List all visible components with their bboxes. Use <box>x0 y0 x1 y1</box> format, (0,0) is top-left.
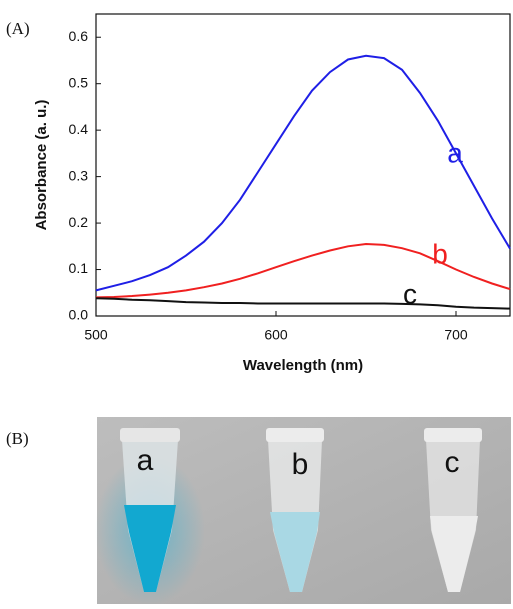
photo: a b c <box>95 417 511 605</box>
series-label: b <box>432 238 448 269</box>
tube-label: b <box>292 448 309 481</box>
cap <box>266 428 324 442</box>
series-label: c <box>403 278 417 309</box>
panel-label: (A) <box>6 19 30 38</box>
tube-label: a <box>137 444 154 477</box>
series-line <box>95 54 511 292</box>
y-tick-label: 0.4 <box>69 121 89 137</box>
y-axis-label: Absorbance (a. u.) <box>33 100 50 231</box>
plot-frame <box>95 13 511 317</box>
x-tick-label: 500 <box>84 327 108 343</box>
y-tick-label: 0.2 <box>69 214 89 230</box>
tube-label: c <box>445 446 460 479</box>
y-tick-label: 0.5 <box>69 74 89 90</box>
series-label: a <box>447 137 463 168</box>
x-tick-label: 600 <box>264 327 288 343</box>
liquid <box>430 516 478 592</box>
y-tick-label: 0.3 <box>69 167 89 183</box>
y-tick-label: 0.6 <box>69 28 89 44</box>
y-tick-label: 0.0 <box>69 307 89 323</box>
x-tick-label: 700 <box>444 327 468 343</box>
cap <box>424 428 482 442</box>
series-line <box>95 242 511 299</box>
series-line <box>95 297 511 310</box>
liquid <box>124 505 176 592</box>
cap <box>120 428 180 442</box>
liquid <box>270 512 320 592</box>
panel-label: (B) <box>6 429 29 448</box>
y-tick-label: 0.1 <box>69 260 89 276</box>
x-axis-label: Wavelength (nm) <box>243 357 363 374</box>
